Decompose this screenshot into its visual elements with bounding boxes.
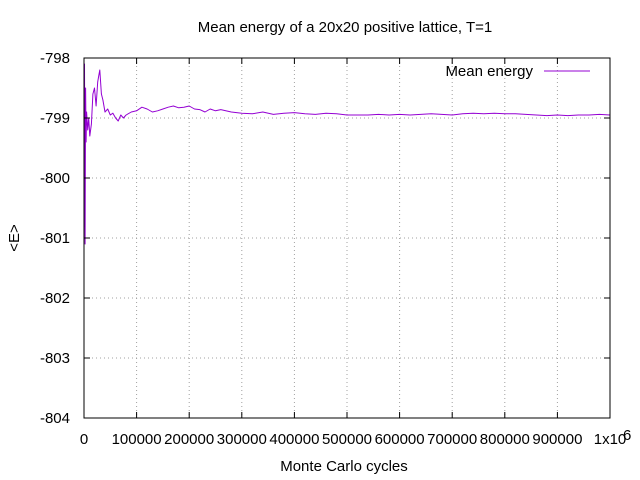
grid-lines [84, 58, 610, 418]
x-tick-label: 900000 [532, 431, 582, 448]
x-tick-labels: 0 100000 200000 300000 400000 500000 600000 700… [80, 431, 626, 448]
y-tick-label: -798 [40, 50, 70, 67]
x-tick-label: 400000 [269, 431, 319, 448]
chart-title: Mean energy of a 20x20 positive lattice,… [198, 19, 493, 36]
y-tick-label: -800 [40, 170, 70, 187]
x-tick-label: 700000 [427, 431, 477, 448]
legend-label: Mean energy [445, 63, 533, 80]
x-tick-label: 100000 [112, 431, 162, 448]
tick-layer [83, 57, 611, 419]
y-tick-label: -801 [40, 230, 70, 247]
x-tick-exponent: 6 [623, 427, 631, 444]
y-axis-label: <E> [6, 224, 23, 252]
x-tick-label: 800000 [480, 431, 530, 448]
y-tick-label: -799 [40, 110, 70, 127]
y-tick-label: -802 [40, 290, 70, 307]
x-tick-label: 200000 [164, 431, 214, 448]
series-layer [83, 63, 611, 245]
x-tick-label: 600000 [375, 431, 425, 448]
legend: Mean energy [445, 63, 590, 80]
y-tick-labels: -798 -799 -800 -801 -802 -803 -804 [40, 50, 70, 427]
x-axis-label: Monte Carlo cycles [280, 458, 408, 475]
y-tick-label: -804 [40, 410, 70, 427]
x-tick-label: 1x10 [594, 431, 627, 448]
x-tick-label: 300000 [217, 431, 267, 448]
x-tick-label: 0 [80, 431, 88, 448]
y-tick-label: -803 [40, 350, 70, 367]
series-line-mean-energy [83, 63, 611, 245]
x-tick-label: 500000 [322, 431, 372, 448]
